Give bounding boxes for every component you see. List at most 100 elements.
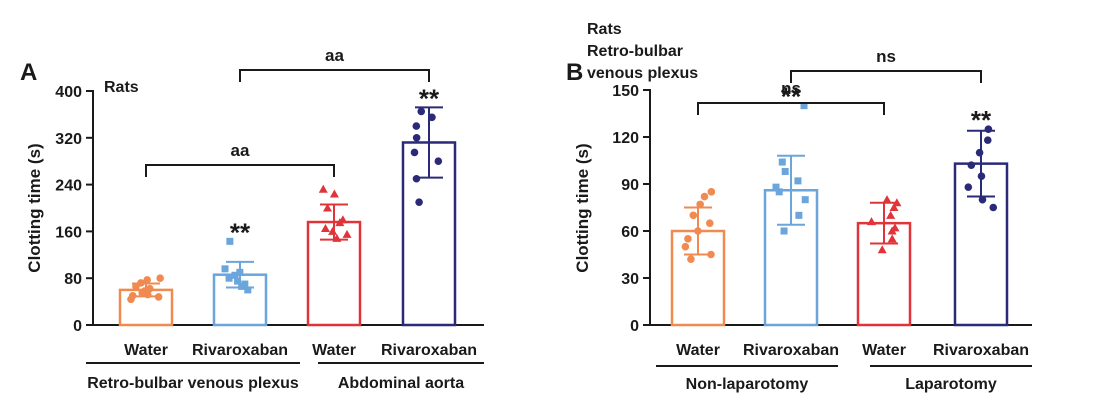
bracket-label: aa bbox=[325, 46, 344, 65]
y-tick-label: 120 bbox=[612, 130, 639, 147]
data-point bbox=[684, 235, 692, 243]
data-point bbox=[412, 134, 421, 142]
y-tick-label: 0 bbox=[630, 318, 639, 335]
data-point bbox=[983, 136, 992, 144]
data-point bbox=[236, 268, 244, 276]
panel-label-b: B bbox=[566, 59, 583, 86]
comparison-bracket bbox=[145, 164, 335, 177]
x-tick-label: Rivaroxaban bbox=[381, 342, 477, 359]
data-point bbox=[244, 286, 252, 294]
panel-annotation: Retro-bulbar bbox=[587, 43, 683, 60]
data-point bbox=[886, 210, 896, 219]
group-label: Abdominal aorta bbox=[338, 375, 464, 392]
x-tick-label: Rivaroxaban bbox=[743, 342, 839, 359]
data-point bbox=[156, 274, 164, 283]
data-point bbox=[226, 237, 234, 245]
bracket-label: ns bbox=[781, 79, 801, 98]
panel-annotation: Rats bbox=[587, 21, 622, 38]
significance-stars: ** bbox=[781, 82, 802, 112]
data-point bbox=[322, 203, 332, 212]
x-tick-label: Water bbox=[312, 342, 356, 359]
panel-annotation: Rats bbox=[104, 79, 139, 96]
data-point bbox=[434, 157, 443, 165]
data-point bbox=[890, 223, 900, 232]
y-tick-label: 160 bbox=[55, 224, 82, 241]
data-point bbox=[780, 227, 788, 235]
data-point bbox=[775, 188, 783, 196]
y-axis-label: Clotting time (s) bbox=[573, 143, 592, 272]
data-point bbox=[318, 184, 328, 193]
y-tick-label: 60 bbox=[621, 224, 639, 241]
data-point bbox=[795, 211, 803, 219]
data-point bbox=[978, 195, 987, 204]
x-tick-label: Water bbox=[124, 342, 168, 359]
significance-stars: ** bbox=[230, 217, 251, 247]
significance-stars: ** bbox=[419, 83, 440, 113]
panel-label-a: A bbox=[20, 59, 37, 86]
data-point bbox=[989, 203, 998, 212]
y-tick-label: 80 bbox=[64, 271, 82, 288]
data-point bbox=[700, 192, 709, 201]
data-point bbox=[689, 211, 698, 220]
data-point bbox=[410, 148, 419, 157]
x-tick-label: Water bbox=[676, 342, 720, 359]
data-point bbox=[154, 293, 163, 301]
data-point bbox=[234, 277, 242, 285]
panel-a-chart: 0 80 160 240 320 400 Clotting time (s) Rats ** **… bbox=[25, 46, 484, 392]
y-axis-label: Clotting time (s) bbox=[25, 143, 44, 272]
data-point bbox=[329, 189, 339, 198]
data-point bbox=[975, 148, 984, 157]
data-point bbox=[231, 271, 239, 279]
data-point bbox=[794, 177, 802, 185]
x-tick-label: Rivaroxaban bbox=[192, 342, 288, 359]
y-tick-label: 0 bbox=[73, 318, 82, 335]
y-tick-label: 150 bbox=[612, 83, 639, 100]
data-point bbox=[977, 172, 986, 180]
data-point bbox=[964, 183, 973, 191]
significance-stars: ** bbox=[971, 105, 992, 135]
panel-b-chart: 0 30 60 90 120 150 Clotting time (s) Rats Retro-… bbox=[573, 21, 1032, 393]
data-point bbox=[225, 274, 233, 282]
data-point bbox=[415, 198, 423, 206]
data-point bbox=[866, 217, 876, 226]
y-tick-label: 240 bbox=[55, 178, 82, 195]
data-point bbox=[696, 200, 704, 209]
bracket-label: aa bbox=[231, 141, 250, 160]
x-tick-label: Rivaroxaban bbox=[933, 342, 1029, 359]
y-tick-label: 320 bbox=[55, 131, 82, 148]
data-point bbox=[967, 161, 976, 169]
data-point bbox=[984, 125, 993, 133]
data-point bbox=[221, 265, 229, 273]
comparison-bracket bbox=[239, 69, 430, 82]
data-point bbox=[145, 284, 154, 293]
group-label: Laparotomy bbox=[905, 376, 997, 393]
data-point bbox=[412, 174, 421, 183]
data-point bbox=[772, 183, 780, 191]
data-point bbox=[705, 219, 714, 227]
data-point bbox=[800, 102, 808, 110]
data-point bbox=[681, 242, 690, 251]
data-point bbox=[707, 250, 715, 259]
data-point bbox=[241, 280, 249, 288]
data-point bbox=[328, 226, 338, 235]
bar bbox=[306, 220, 362, 327]
data-point bbox=[128, 291, 137, 300]
y-tick-label: 400 bbox=[55, 84, 82, 101]
data-point bbox=[338, 215, 348, 224]
data-point bbox=[889, 203, 899, 211]
data-point bbox=[417, 107, 426, 116]
data-point bbox=[332, 233, 342, 242]
data-point bbox=[882, 195, 892, 204]
data-point bbox=[892, 198, 902, 207]
y-tick-label: 30 bbox=[621, 271, 639, 288]
data-point bbox=[778, 158, 786, 166]
data-point bbox=[320, 223, 330, 232]
panel-annotation: venous plexus bbox=[587, 65, 698, 82]
comparison-bracket bbox=[697, 102, 885, 115]
y-tick-label: 90 bbox=[621, 177, 639, 194]
data-point bbox=[342, 229, 352, 238]
comparison-bracket bbox=[790, 70, 982, 83]
group-label: Retro-bulbar venous plexus bbox=[87, 375, 299, 392]
data-point bbox=[428, 113, 436, 122]
